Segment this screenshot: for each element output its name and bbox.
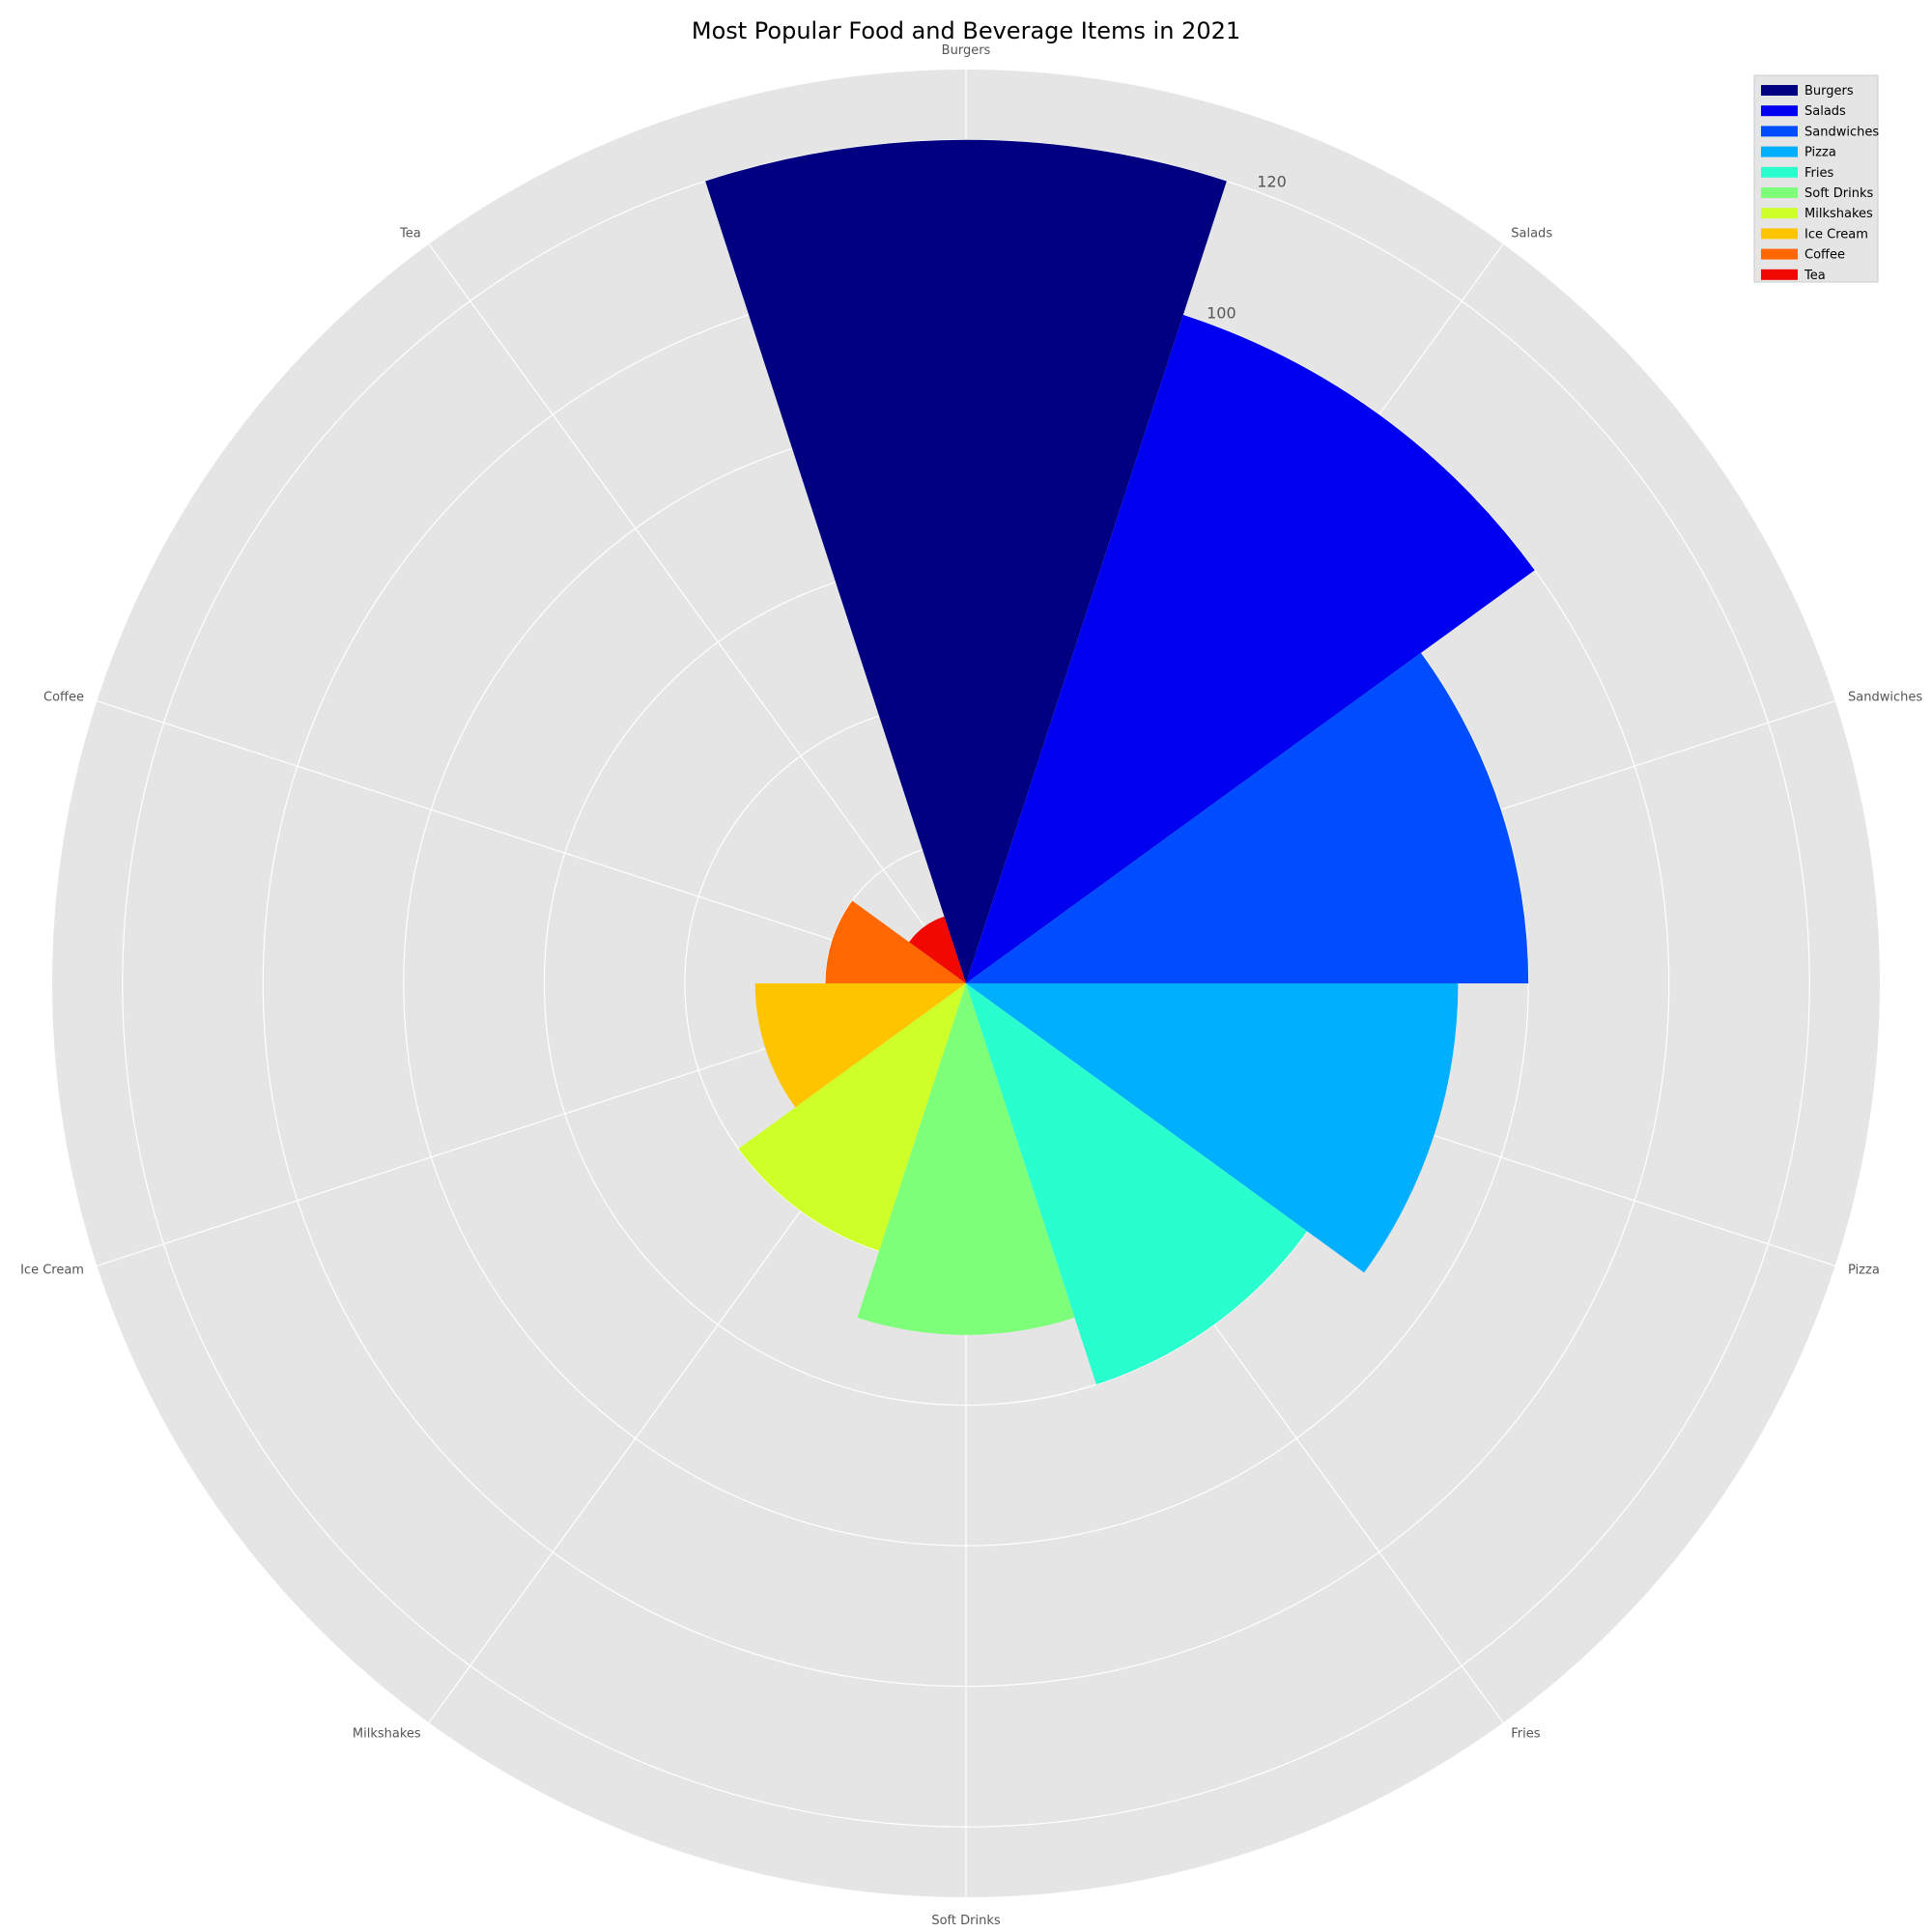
spoke-8 xyxy=(97,700,967,984)
legend-swatch-sandwiches xyxy=(1761,126,1798,137)
legend-label-pizza: Pizza xyxy=(1804,146,1836,160)
legend-swatch-ice-cream xyxy=(1761,228,1798,240)
legend-label-sandwiches: Sandwiches xyxy=(1804,125,1879,139)
category-label-sandwiches: Sandwiches xyxy=(1848,690,1922,704)
legend-swatch-tea xyxy=(1761,269,1798,280)
category-label-milkshakes: Milkshakes xyxy=(353,1727,421,1742)
legend-label-fries: Fries xyxy=(1804,166,1833,181)
legend-swatch-fries xyxy=(1761,166,1798,178)
bar-ice-cream xyxy=(754,983,966,1108)
radial-tick-labels: 100 120 xyxy=(1207,172,1287,322)
category-label-burgers: Burgers xyxy=(942,43,991,58)
spoke-9 xyxy=(428,243,967,984)
legend-label-soft-drinks: Soft Drinks xyxy=(1804,186,1874,201)
bar-soft-drinks xyxy=(857,983,1075,1335)
legend-swatch-soft-drinks xyxy=(1761,187,1798,198)
legend-swatch-burgers xyxy=(1761,85,1798,96)
category-label-ice-cream: Ice Cream xyxy=(20,1264,84,1278)
category-label-fries: Fries xyxy=(1511,1727,1540,1742)
bar-tea xyxy=(909,916,966,983)
bar-burgers xyxy=(705,139,1227,983)
legend: Burgers Salads Sandwiches Pizza Fries Soft Dr… xyxy=(1753,74,1879,283)
bar-pizza xyxy=(966,983,1459,1273)
category-labels: Burgers Salads Sandwiches Pizza Fries Soft Dr… xyxy=(20,43,1922,1928)
legend-label-coffee: Coffee xyxy=(1804,248,1845,263)
bars xyxy=(705,139,1535,1385)
legend-swatch-salads xyxy=(1761,105,1798,117)
category-label-tea: Tea xyxy=(399,226,421,241)
legend-label-burgers: Burgers xyxy=(1804,84,1854,99)
legend-label-ice-cream: Ice Cream xyxy=(1804,227,1868,242)
category-label-soft-drinks: Soft Drinks xyxy=(931,1914,1001,1928)
bar-salads xyxy=(966,314,1535,984)
bar-milkshakes xyxy=(738,983,966,1251)
rtick-label-120: 120 xyxy=(1257,172,1287,190)
category-label-pizza: Pizza xyxy=(1848,1264,1880,1278)
legend-label-salads: Salads xyxy=(1804,104,1846,119)
legend-swatch-coffee xyxy=(1761,248,1798,260)
legend-swatch-pizza xyxy=(1761,146,1798,157)
legend-label-milkshakes: Milkshakes xyxy=(1804,207,1873,221)
legend-swatch-milkshakes xyxy=(1761,208,1798,219)
legend-label-tea: Tea xyxy=(1804,269,1826,283)
chart-title: Most Popular Food and Beverage Items in … xyxy=(692,17,1240,44)
category-label-salads: Salads xyxy=(1511,226,1552,241)
bar-coffee xyxy=(825,900,966,983)
bar-fries xyxy=(966,983,1308,1385)
bar-sandwiches xyxy=(966,652,1529,983)
rtick-label-100: 100 xyxy=(1207,303,1236,322)
category-label-coffee: Coffee xyxy=(43,690,84,704)
